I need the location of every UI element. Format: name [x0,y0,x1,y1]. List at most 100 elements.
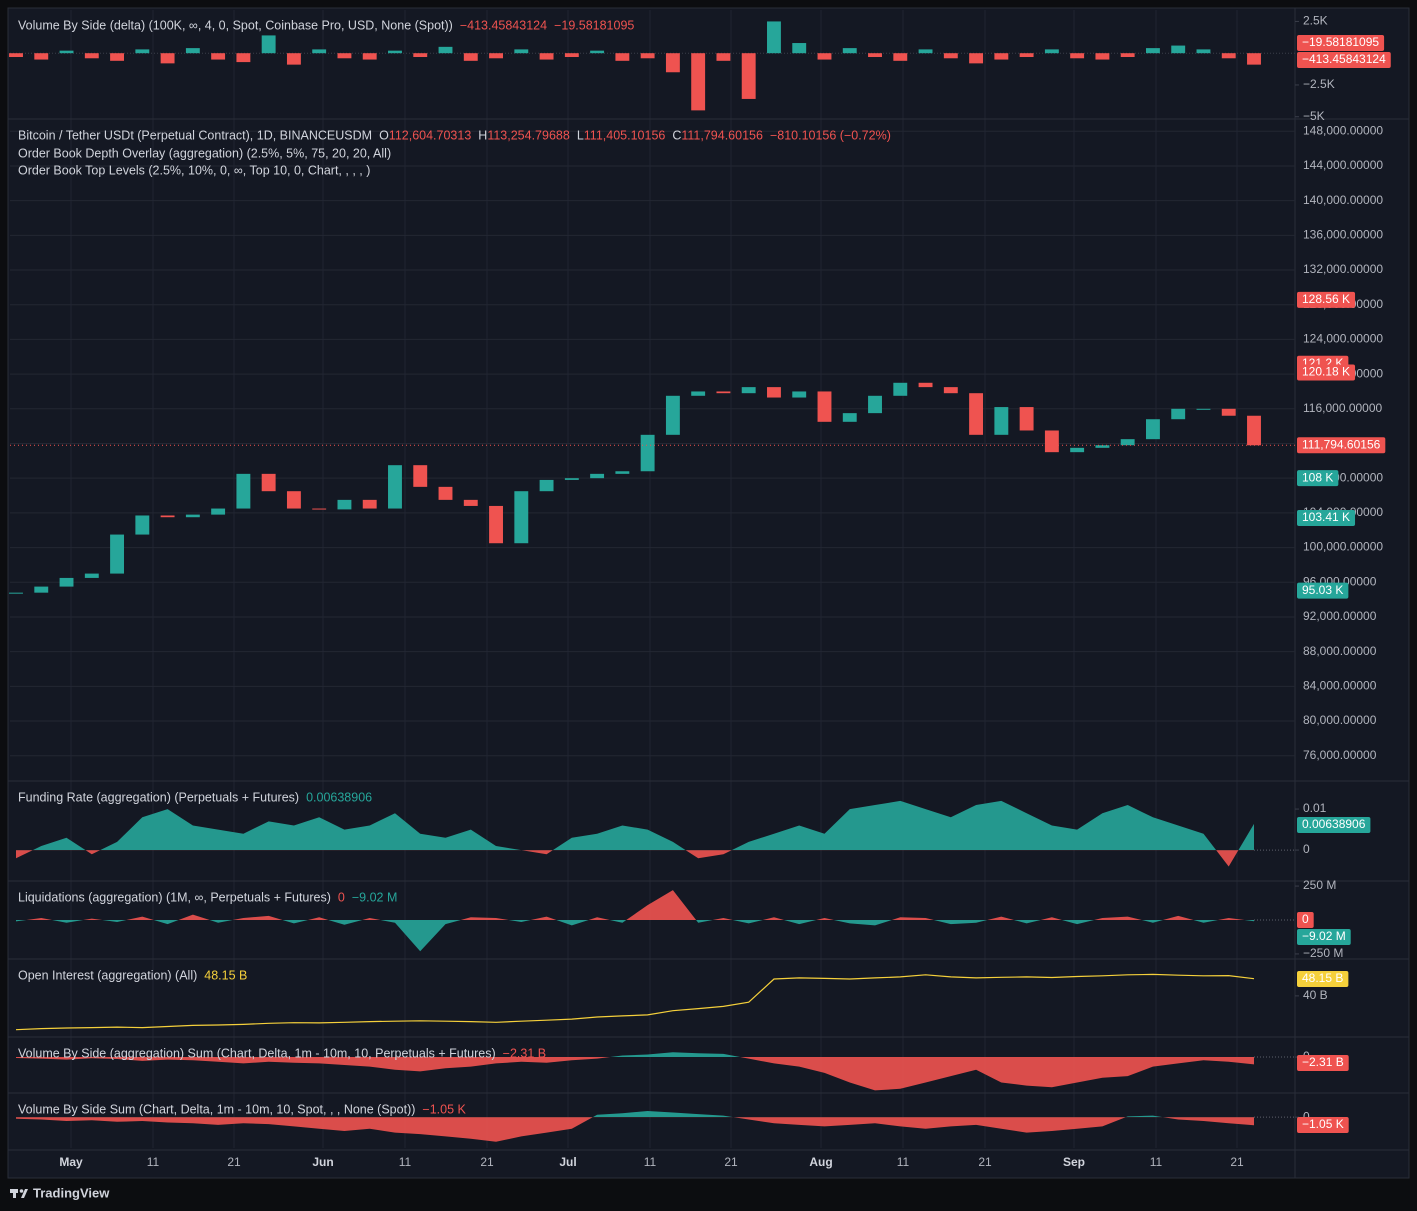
bar [1070,53,1085,59]
bar [994,53,1009,60]
badge-label: 95.03 K [1302,583,1343,597]
legend-text: C [672,128,681,142]
price-badge: 0.00638906 [1297,817,1371,833]
bar [9,53,23,58]
candle-body [160,515,175,518]
badge-background [1297,470,1339,487]
candle-body [211,508,226,515]
price-badge: 95.03 K [1297,582,1349,599]
candle-body [691,391,706,396]
area [16,1057,1254,1091]
bar [185,48,200,54]
bar [312,49,327,54]
price-badge: 128.56 K [1297,291,1356,308]
bar [716,53,731,61]
price-badge: −1.05 K [1297,1117,1349,1133]
candle-body [564,478,579,480]
y-tick-label: 100,000.00000 [1303,540,1383,554]
bar [564,53,579,58]
bar [160,53,175,64]
y-tick-label: 84,000.00000 [1303,679,1377,693]
bar [1019,53,1034,58]
candle-body [1221,408,1236,416]
candle-body [135,515,150,535]
candle-body [1070,447,1085,453]
y-tick-label: 0 [1303,842,1310,856]
legend-text: Funding Rate (aggregation) (Perpetuals +… [18,790,299,804]
x-tick-label: Jun [312,1155,333,1169]
area [16,1117,1254,1142]
legend-text: −9.02 M [352,890,398,904]
y-tick-label: 40 B [1303,988,1328,1002]
bar [261,35,276,54]
x-tick-label: 11 [644,1155,657,1169]
candle-body [716,391,731,394]
bar [1221,53,1236,59]
candle-body [185,514,200,518]
bar [1145,48,1160,54]
candle-body [1247,415,1261,446]
bar [1095,53,1110,60]
candle-body [388,465,402,509]
legend-text: Open Interest (aggregation) (All) [18,968,197,982]
y-tick-label: 136,000.00000 [1303,228,1383,242]
candle-body [665,395,680,435]
bar [1196,49,1211,54]
bar [489,53,503,59]
y-tick-label: 140,000.00000 [1303,193,1383,207]
legend-text: 112,604.70313 [389,128,472,142]
legend-text: −413.45843124 [460,18,547,32]
bar [969,53,984,64]
bar [84,53,99,59]
candle-body [539,479,554,492]
bar [539,53,554,60]
badge-background [1297,35,1385,51]
bar [868,53,882,58]
bar [286,53,301,65]
candle-body [286,491,301,509]
candle-body [590,473,605,479]
bar [59,50,74,54]
badge-background [1297,364,1356,381]
candle-body [463,499,478,506]
candle-body [84,573,99,578]
x-tick-label: 11 [147,1155,160,1169]
price-badge: −9.02 M [1297,929,1351,945]
badge-background [1297,971,1349,987]
candle-body [1120,439,1135,446]
x-tick-label: 11 [897,1155,910,1169]
price-badge: 48.15 B [1297,971,1349,987]
price-badge: −2.31 B [1297,1055,1349,1071]
bar [943,53,958,59]
candle-body [741,387,756,394]
candle-body [1171,408,1186,420]
bar [236,53,251,63]
y-tick-label: 148,000.00000 [1303,123,1383,137]
price-badge: −19.58181095 [1297,35,1385,51]
x-tick-label: 21 [1230,1155,1244,1169]
bar [514,49,529,54]
legend-text: L [577,128,584,142]
legend-text: Volume By Side (aggregation) Sum (Chart,… [18,1046,496,1060]
badge-background [1297,1117,1349,1133]
candle-body [438,486,453,500]
candle-body [868,395,882,414]
candle-body [1095,445,1110,448]
y-tick-label: 116,000.00000 [1303,401,1383,415]
y-tick-label: 0.01 [1303,801,1327,815]
bar [337,53,352,59]
line [15,973,1255,1031]
legend-text: 0.00638906 [306,790,372,804]
legend-text: 113,254.79688 [487,128,570,142]
badge-label: 108 K [1302,470,1333,484]
badge-label: −9.02 M [1302,929,1346,943]
candle-body [994,407,1009,435]
bar [767,21,781,54]
candle-body [413,465,428,487]
price-badge: 120.18 K [1297,364,1356,381]
badge-label: 0.00638906 [1302,817,1366,831]
bar [1247,53,1261,65]
y-tick-label: −5K [1303,109,1325,123]
y-tick-label: 2.5K [1303,14,1328,28]
